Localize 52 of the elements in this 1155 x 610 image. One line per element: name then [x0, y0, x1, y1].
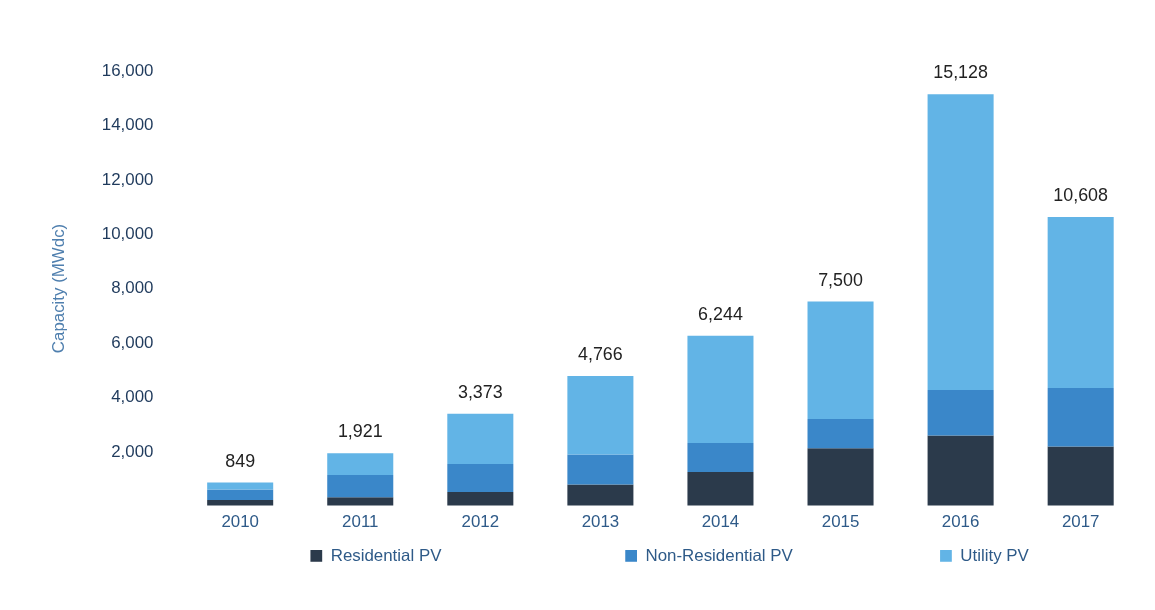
bar [927, 435, 994, 506]
bar [207, 500, 274, 506]
bar [687, 442, 754, 473]
y-tick-label: 6,000 [111, 332, 154, 352]
total-label: 1,921 [337, 421, 383, 442]
bar [1047, 217, 1114, 389]
x-tick-label: 2014 [701, 511, 740, 531]
bar [447, 491, 514, 506]
legend-label: Residential PV [330, 545, 443, 565]
total-label: 3,373 [457, 381, 503, 402]
y-tick-label: 12,000 [101, 169, 154, 189]
total-label: 6,244 [698, 303, 743, 324]
bar [207, 482, 274, 490]
bar [447, 413, 514, 464]
bar [567, 454, 634, 485]
x-tick-label: 2017 [1061, 511, 1100, 531]
bar [927, 389, 994, 436]
y-tick-label: 14,000 [101, 115, 154, 135]
y-tick-label: 2,000 [111, 441, 154, 461]
bar [1047, 446, 1114, 506]
bar [567, 484, 634, 506]
x-tick-label: 2013 [581, 511, 620, 531]
y-tick-label: 16,000 [101, 60, 154, 80]
bar [927, 94, 994, 390]
x-tick-label: 2015 [821, 511, 860, 531]
total-label: 10,608 [1053, 185, 1109, 206]
bar [807, 448, 874, 506]
y-axis-title: Capacity (MWdc) [49, 223, 69, 354]
bar [687, 472, 754, 506]
total-label: 7,500 [818, 269, 863, 290]
y-tick-label: 8,000 [111, 278, 154, 298]
bar [447, 463, 514, 492]
x-tick-label: 2012 [461, 511, 500, 531]
bar [327, 475, 394, 498]
x-tick-label: 2011 [342, 511, 379, 531]
bar [327, 453, 394, 476]
total-label: 4,766 [578, 344, 623, 365]
x-tick-label: 2010 [221, 511, 259, 531]
bar [207, 489, 274, 501]
total-label: 849 [225, 450, 256, 471]
bar [327, 497, 394, 506]
y-tick-label: 4,000 [111, 387, 154, 407]
bar [807, 301, 874, 420]
bar [1047, 388, 1114, 447]
bar [687, 335, 754, 443]
bar [807, 419, 874, 449]
legend-label: Utility PV [960, 545, 1030, 565]
total-label: 15,128 [933, 62, 988, 83]
bar [567, 375, 634, 455]
y-tick-label: 10,000 [101, 224, 154, 244]
legend-label: Non-Residential PV [645, 545, 794, 565]
x-tick-label: 2016 [941, 511, 980, 531]
